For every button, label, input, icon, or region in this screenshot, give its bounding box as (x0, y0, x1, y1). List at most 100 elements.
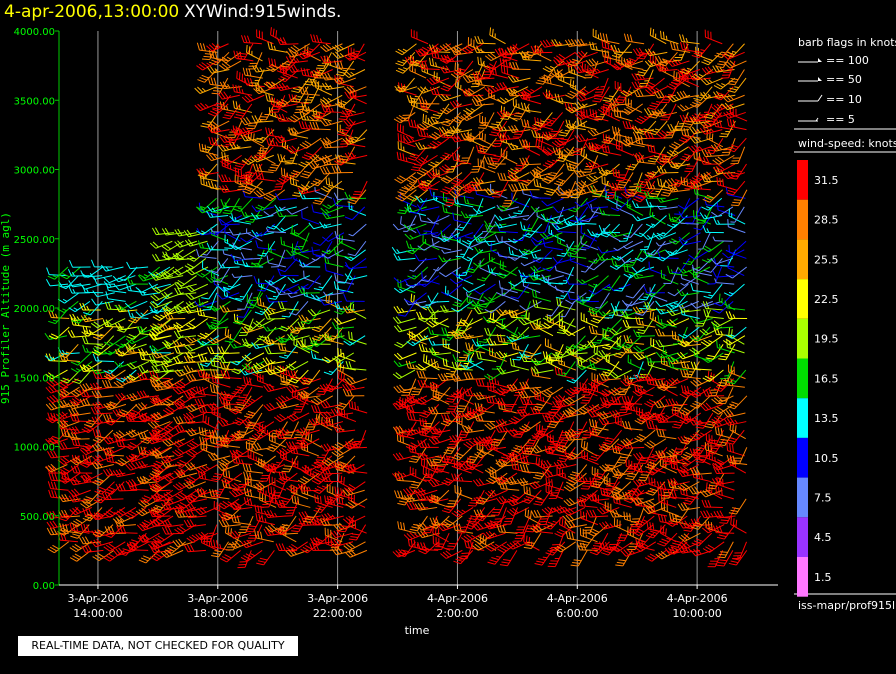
wind-barb (125, 429, 149, 438)
barb-feather (73, 465, 78, 474)
barb-feather (103, 350, 111, 356)
barb-feather (227, 141, 235, 144)
wind-barb (89, 382, 113, 391)
wind-barb (112, 515, 136, 525)
barb-feather (232, 208, 241, 212)
wind-barb (151, 350, 175, 359)
barb-feather (128, 479, 135, 487)
barb-half-feather (331, 181, 333, 187)
barb-feather (79, 449, 87, 456)
barb-feather (214, 549, 223, 553)
wind-barb (310, 172, 331, 187)
wind-barb (173, 318, 196, 329)
barb-feather (67, 402, 73, 410)
wind-barb (81, 489, 102, 504)
barb-feather (270, 96, 273, 105)
wind-barb (116, 318, 137, 333)
barb-feather (272, 28, 275, 37)
barb-feather (119, 525, 124, 533)
barb-feather (236, 403, 245, 407)
wind-barb (59, 266, 81, 280)
barb-feather (216, 408, 219, 417)
barb-feather (212, 552, 221, 555)
wind-barb (47, 266, 69, 280)
wind-barb (103, 541, 126, 552)
barb-feather (214, 87, 223, 90)
barb-feather (213, 90, 221, 92)
wind-barb (126, 361, 150, 370)
barb-feather (322, 166, 328, 175)
wind-barb (287, 333, 310, 341)
barb-feather (50, 412, 54, 421)
barb-feather (270, 486, 273, 495)
barb-feather (217, 346, 223, 354)
barb-feather (126, 413, 135, 418)
barb-staff (65, 275, 79, 289)
barb-half-feather (204, 332, 210, 336)
wind-barb (310, 34, 331, 45)
barb-staff (279, 197, 298, 201)
barb-feather (108, 486, 116, 491)
barb-feather (271, 432, 280, 435)
wind-barb (173, 330, 196, 339)
barb-feather (113, 432, 120, 439)
barb-feather (324, 263, 327, 271)
wind-barb (291, 495, 311, 508)
barb-half-feather (294, 232, 300, 235)
barb-half-feather (181, 370, 186, 375)
wind-barb (231, 213, 252, 225)
wind-barb (46, 394, 70, 404)
barb-feather (334, 486, 337, 495)
barb-feather (257, 254, 265, 257)
barb-feather (93, 277, 98, 285)
barb-staff (244, 257, 263, 260)
barb-feather (92, 371, 97, 379)
barb-staff (72, 420, 91, 423)
wind-barb (236, 43, 254, 60)
barb-feather (317, 390, 326, 393)
barb-feather (268, 169, 276, 172)
barb-feather (49, 546, 57, 552)
barb-feather (62, 419, 69, 427)
wind-barb (207, 452, 231, 461)
barb-feather (189, 544, 195, 552)
barb-half-feather (157, 323, 162, 327)
barb-feather (94, 479, 102, 484)
barb-feather (137, 446, 141, 454)
barb-feather (103, 375, 111, 381)
barb-half-feather (76, 316, 80, 321)
barb-feather (46, 397, 53, 404)
barb-feather (340, 475, 343, 484)
barb-feather (207, 112, 216, 117)
barb-half-feather (108, 369, 113, 373)
barb-staff (71, 529, 90, 534)
barb-half-feather (249, 158, 254, 162)
barb-half-feather (318, 286, 324, 289)
barb-feather (72, 533, 80, 537)
barb-feather (48, 416, 56, 422)
barb-feather (251, 115, 256, 123)
barb-feather (310, 350, 314, 359)
barb-feather (117, 277, 126, 281)
barb-feather (222, 116, 231, 120)
barb-feather (196, 42, 200, 51)
barb-feather (74, 553, 82, 559)
barb-feather (224, 152, 227, 161)
barb-feather (276, 37, 281, 45)
barb-feather (127, 443, 135, 449)
barb-feather (199, 308, 203, 316)
barb-staff (118, 515, 136, 525)
barb-feather (309, 468, 312, 476)
barb-feather (201, 143, 204, 152)
barb-half-feather (276, 461, 281, 464)
barb-feather (317, 112, 325, 115)
barb-half-feather (287, 293, 292, 298)
barb-feather (76, 465, 81, 474)
barb-feather (65, 524, 69, 532)
barb-feather (72, 458, 80, 464)
barb-feather (82, 501, 90, 507)
barb-feather (95, 402, 101, 409)
barb-feather (50, 414, 58, 420)
wind-barb (256, 372, 275, 388)
barb-feather (240, 237, 248, 243)
